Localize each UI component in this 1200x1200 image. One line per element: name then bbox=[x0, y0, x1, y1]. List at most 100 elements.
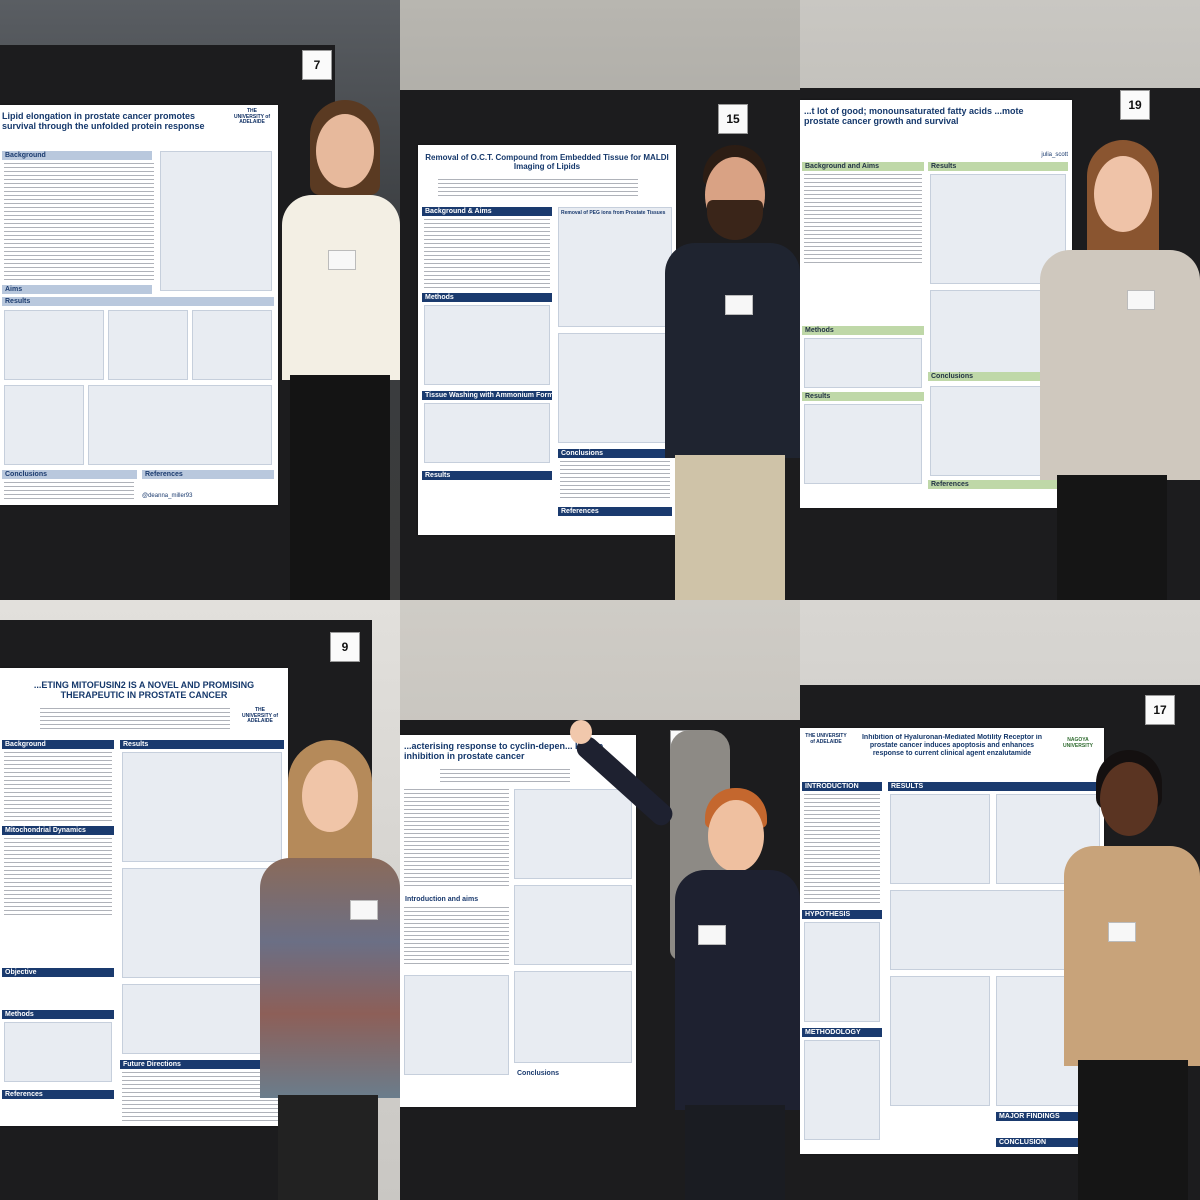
section-hypothesis: HYPOTHESIS bbox=[802, 910, 882, 919]
section-references: References bbox=[2, 1090, 114, 1099]
figure-washing bbox=[424, 403, 550, 463]
section-background: Background bbox=[2, 151, 152, 160]
text-block bbox=[804, 174, 922, 264]
presenter bbox=[570, 720, 800, 1200]
section-introduction: INTRODUCTION bbox=[802, 782, 882, 791]
figure-label: Removal of PEG ions from Prostate Tissue… bbox=[561, 210, 666, 216]
section-results: Results bbox=[928, 162, 1068, 171]
text-block bbox=[404, 907, 509, 967]
poster: ...ETING MITOFUSIN2 IS A NOVEL AND PROMI… bbox=[0, 668, 288, 1126]
trousers bbox=[685, 1105, 785, 1200]
poster-title: Inhibition of Hyaluronan-Mediated Motili… bbox=[861, 734, 1043, 758]
twitter-handle: @deanna_miller93 bbox=[142, 493, 193, 499]
photo-tile-3: 19 ...t lot of good; monounsaturated fat… bbox=[800, 0, 1200, 600]
figure-methods bbox=[4, 1022, 112, 1082]
poster-title: Lipid elongation in prostate cancer prom… bbox=[2, 111, 205, 132]
text-block bbox=[4, 838, 112, 918]
text-block bbox=[424, 219, 550, 289]
figure-schematic bbox=[424, 305, 550, 385]
figure-methodology bbox=[804, 1040, 880, 1140]
section-methods: Methods bbox=[2, 1010, 114, 1019]
name-badge bbox=[1127, 290, 1155, 310]
figure-2 bbox=[996, 794, 1100, 884]
blouse bbox=[282, 195, 400, 380]
trousers bbox=[278, 1095, 378, 1200]
poster: Removal of O.C.T. Compound from Embedded… bbox=[418, 145, 676, 535]
name-badge bbox=[350, 900, 378, 920]
dress bbox=[1078, 1060, 1188, 1200]
figure-4 bbox=[890, 976, 990, 1106]
name-badge bbox=[328, 250, 356, 270]
section-mito-dynamics: Mitochondrial Dynamics bbox=[2, 826, 114, 835]
section-results: RESULTS bbox=[888, 782, 1100, 791]
author-list bbox=[440, 769, 570, 783]
figure-cell-cycle bbox=[122, 984, 282, 1054]
figure-5 bbox=[88, 385, 272, 465]
figure-mitochondria bbox=[122, 752, 282, 862]
figure-4 bbox=[4, 385, 84, 465]
face bbox=[302, 760, 358, 832]
author-list bbox=[438, 179, 638, 199]
knit-sweater bbox=[260, 858, 400, 1098]
board-number: 15 bbox=[718, 104, 748, 134]
poster-title: ...t lot of good; monounsaturated fatty … bbox=[804, 106, 1024, 127]
poster: ...acterising response to cyclin-depen..… bbox=[400, 735, 636, 1107]
section-background-aims: Background and Aims bbox=[802, 162, 924, 171]
section-tissue-washing: Tissue Washing with Ammonium Formate bbox=[422, 391, 552, 400]
figure-3 bbox=[192, 310, 272, 380]
face bbox=[708, 800, 764, 872]
figure-4 bbox=[514, 971, 632, 1063]
sweater bbox=[665, 243, 800, 458]
poster: ...t lot of good; monounsaturated fatty … bbox=[800, 100, 1072, 508]
hand bbox=[570, 720, 592, 744]
figure-hypothesis bbox=[804, 922, 880, 1022]
board-number: 19 bbox=[1120, 90, 1150, 120]
raised-arm bbox=[572, 732, 677, 830]
section-objective: Objective bbox=[2, 968, 114, 977]
text-block bbox=[804, 794, 880, 904]
face bbox=[1100, 762, 1158, 836]
name-badge bbox=[1108, 922, 1136, 942]
section-results: Results bbox=[120, 740, 284, 749]
name-badge bbox=[698, 925, 726, 945]
poster-title: Removal of O.C.T. Compound from Embedded… bbox=[425, 153, 669, 172]
section-references: References bbox=[558, 507, 672, 516]
figure-1 bbox=[4, 310, 104, 380]
name-badge bbox=[725, 295, 753, 315]
section-methods: Methods bbox=[802, 326, 924, 335]
figure-4 bbox=[804, 404, 922, 484]
section-conclusions: Conclusions bbox=[514, 1069, 632, 1078]
poster-title: ...ETING MITOFUSIN2 IS A NOVEL AND PROMI… bbox=[33, 680, 255, 701]
trousers bbox=[675, 455, 785, 600]
photo-tile-1: 7 Lipid elongation in prostate cancer pr… bbox=[0, 0, 400, 600]
section-aims: Aims bbox=[2, 285, 152, 294]
section-conclusions: Conclusions bbox=[928, 372, 1068, 381]
blazer bbox=[1064, 846, 1200, 1066]
face bbox=[316, 114, 374, 188]
section-conclusions: Conclusions bbox=[558, 449, 672, 458]
photo-tile-6: 17 THE UNIVERSITY of ADELAIDE Inhibition… bbox=[800, 600, 1200, 1200]
section-results: Results bbox=[2, 297, 274, 306]
figure-1 bbox=[514, 789, 632, 879]
twitter-handle: julia_scott bbox=[1041, 152, 1068, 158]
section-major-findings: MAJOR FINDINGS bbox=[996, 1112, 1100, 1121]
text-block bbox=[122, 1072, 282, 1122]
figure-upr bbox=[160, 151, 272, 291]
section-methodology: METHODOLOGY bbox=[802, 1028, 882, 1037]
figure-2 bbox=[108, 310, 188, 380]
section-methods: Methods bbox=[422, 293, 552, 302]
text-block bbox=[4, 482, 134, 502]
board-number: 9 bbox=[330, 632, 360, 662]
figure-1 bbox=[890, 794, 990, 884]
section-conclusion: CONCLUSION bbox=[996, 1138, 1100, 1147]
section-background: Background bbox=[2, 740, 114, 749]
figure-methods bbox=[804, 338, 922, 388]
university-logo: THE UNIVERSITY of ADELAIDE bbox=[241, 707, 279, 724]
trousers bbox=[1057, 475, 1167, 600]
text-block bbox=[404, 789, 509, 889]
presenter bbox=[258, 740, 400, 1200]
section-intro-aims: Introduction and aims bbox=[402, 895, 510, 904]
poster: Lipid elongation in prostate cancer prom… bbox=[0, 105, 278, 505]
section-results: Results bbox=[422, 471, 552, 480]
beard bbox=[707, 200, 763, 240]
